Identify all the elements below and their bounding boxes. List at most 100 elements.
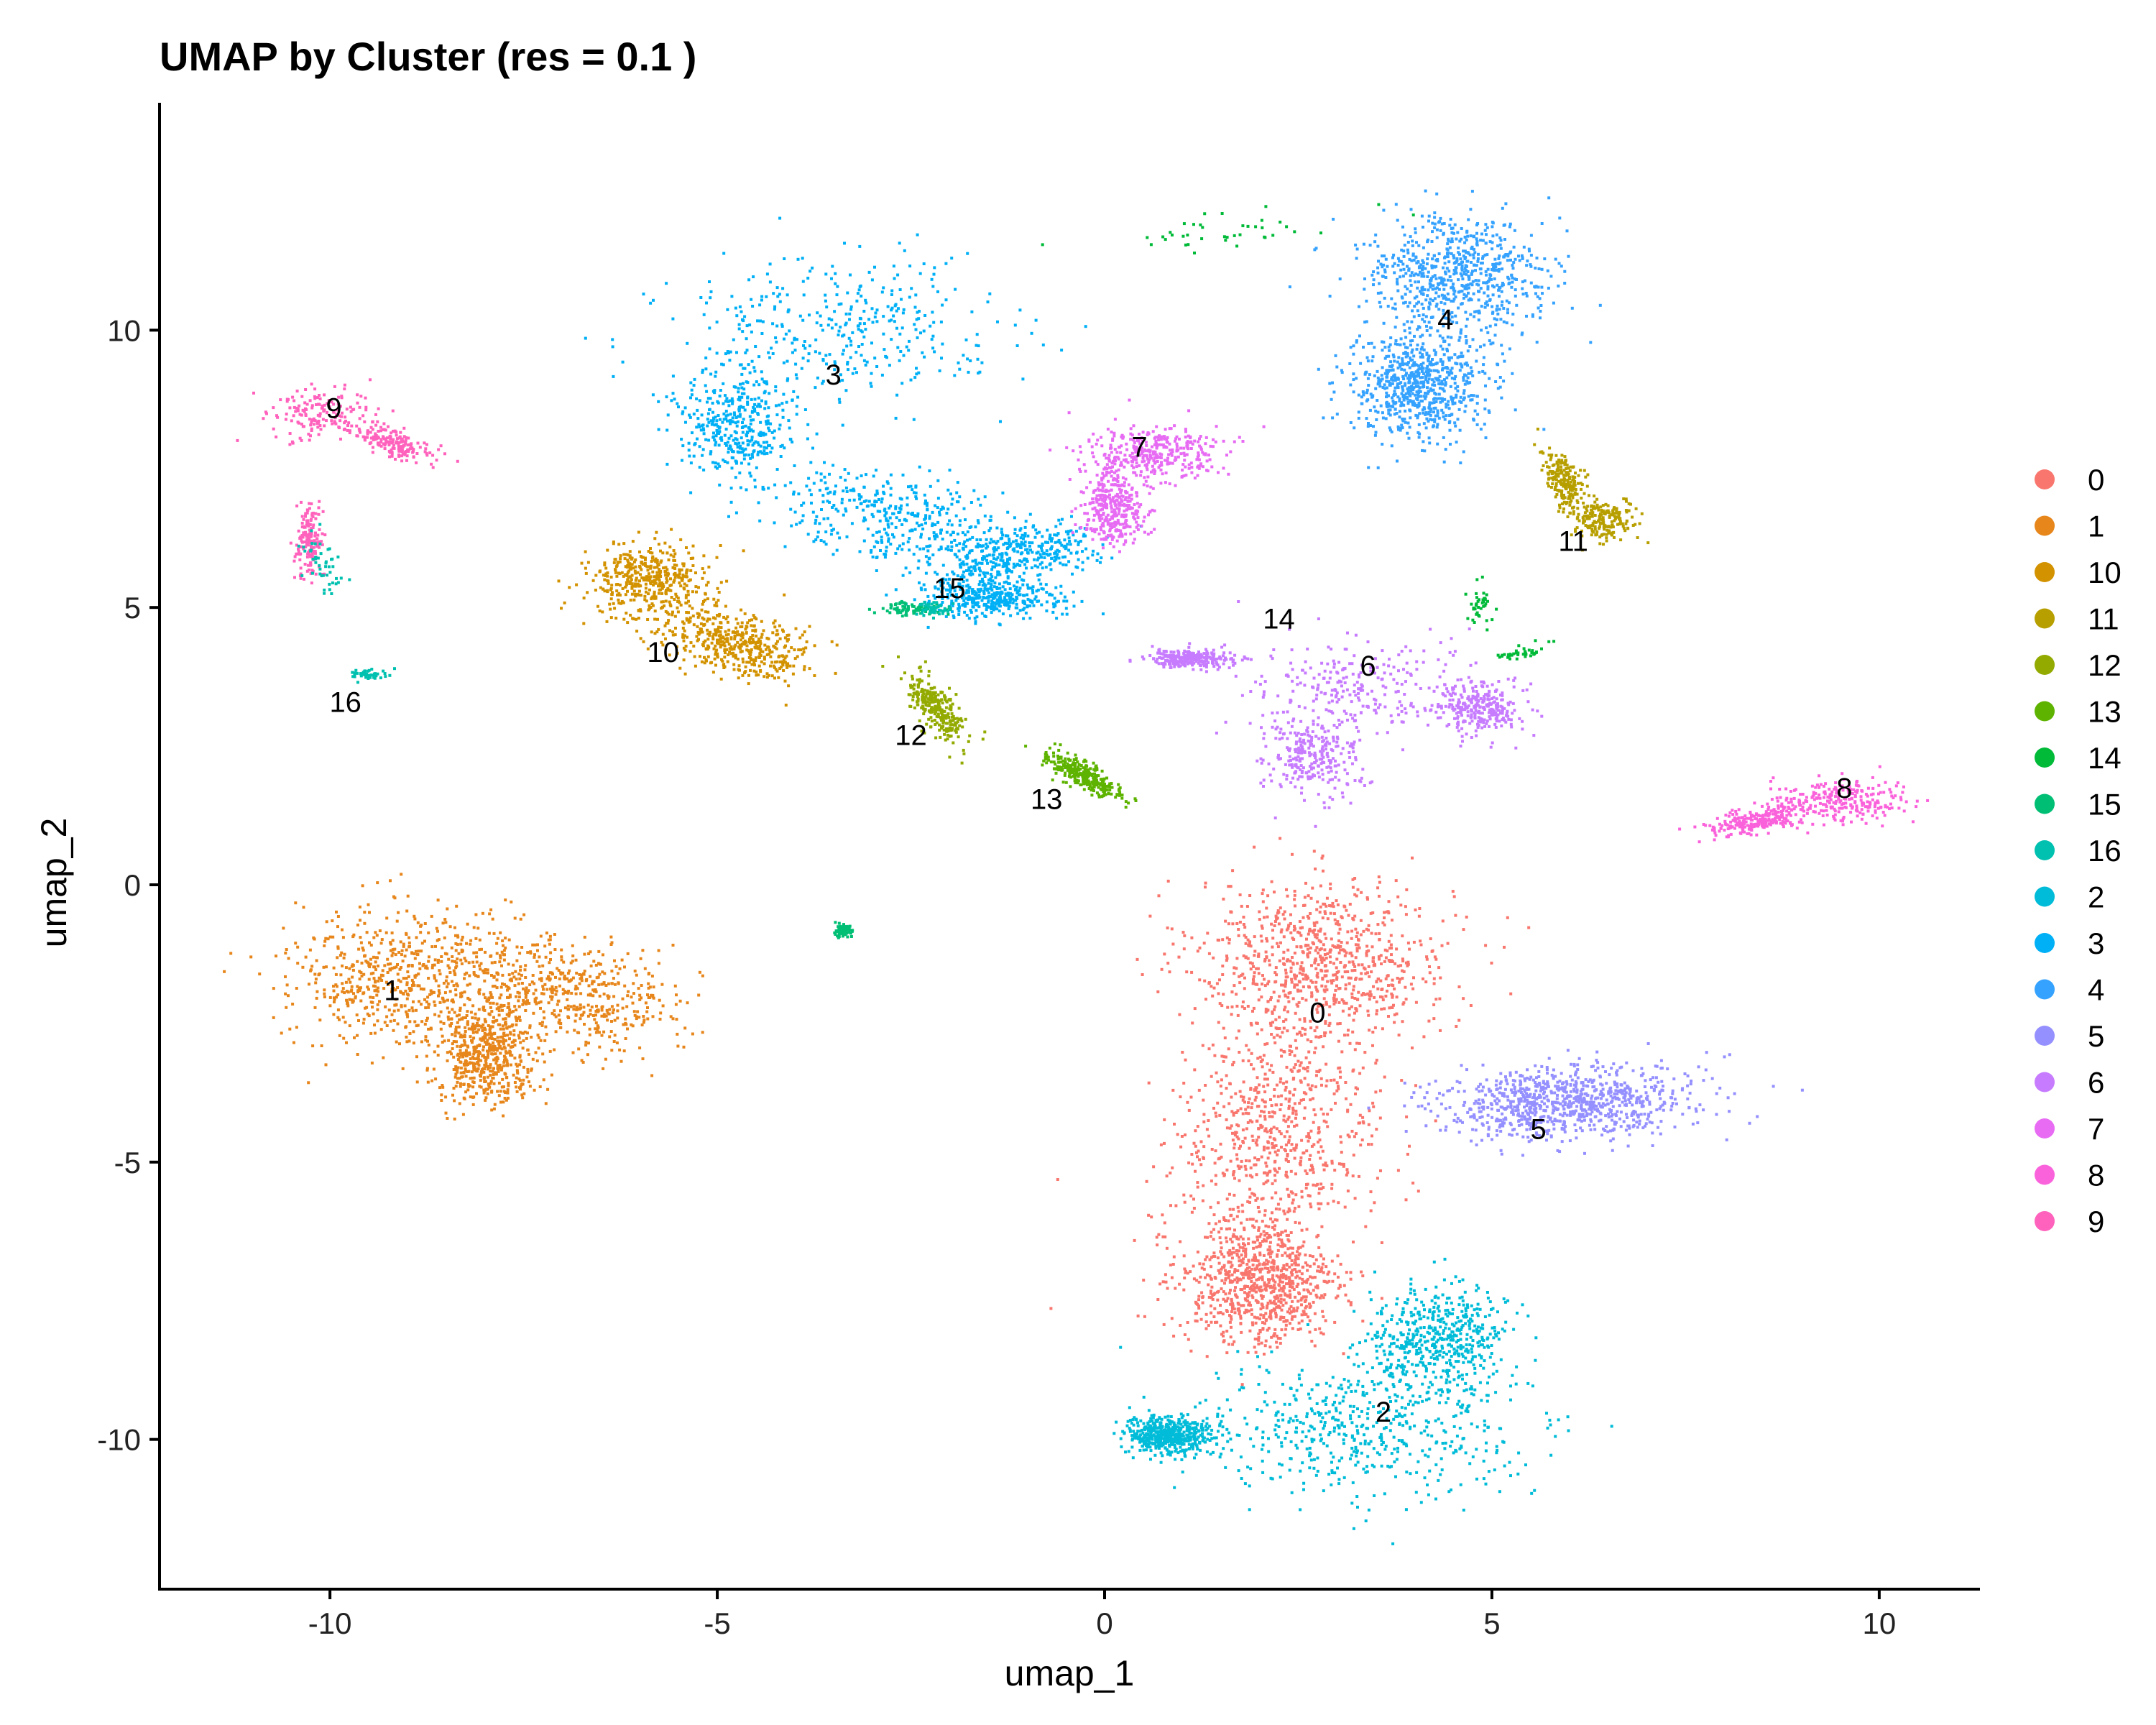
point-cluster-1 — [443, 1039, 446, 1043]
point-cluster-0 — [1235, 1111, 1238, 1114]
point-cluster-1 — [381, 974, 384, 978]
point-cluster-2 — [1248, 1484, 1251, 1488]
point-cluster-0 — [1321, 1310, 1325, 1313]
point-cluster-0 — [1282, 1020, 1286, 1023]
point-cluster-1 — [433, 1013, 437, 1016]
point-cluster-2 — [1434, 1419, 1437, 1422]
point-cluster-0 — [1276, 1297, 1280, 1300]
point-cluster-1 — [364, 1006, 367, 1010]
point-cluster-0 — [1308, 1061, 1312, 1064]
point-cluster-0 — [1319, 954, 1322, 958]
point-cluster-2 — [1454, 1360, 1457, 1363]
point-cluster-2 — [1391, 1542, 1395, 1545]
point-cluster-0 — [1235, 1123, 1239, 1126]
point-cluster-1 — [470, 1077, 474, 1080]
point-cluster-0 — [1288, 1209, 1291, 1213]
point-cluster-1 — [439, 1010, 443, 1013]
point-cluster-0 — [1230, 1280, 1234, 1284]
point-cluster-0 — [1414, 1084, 1417, 1087]
point-cluster-0 — [1270, 1127, 1273, 1131]
point-cluster-1 — [415, 1008, 418, 1012]
point-cluster-0 — [1224, 1219, 1227, 1222]
point-cluster-0 — [1290, 978, 1294, 981]
point-cluster-0 — [1276, 1248, 1280, 1252]
point-cluster-1 — [481, 911, 484, 915]
point-cluster-1 — [533, 953, 536, 957]
point-cluster-2 — [1318, 1413, 1321, 1417]
point-cluster-1 — [477, 1052, 481, 1055]
point-cluster-2 — [1428, 1308, 1432, 1312]
point-cluster-0 — [1286, 1125, 1290, 1128]
point-cluster-0 — [1261, 1305, 1265, 1309]
point-cluster-2 — [1395, 1366, 1399, 1370]
point-cluster-0 — [1189, 1095, 1193, 1099]
point-cluster-0 — [1364, 972, 1368, 975]
point-cluster-2 — [1235, 1433, 1239, 1437]
point-cluster-1 — [332, 985, 335, 988]
point-cluster-0 — [1367, 924, 1370, 927]
point-cluster-0 — [1245, 1266, 1249, 1270]
point-cluster-0 — [1187, 1108, 1191, 1112]
point-cluster-0 — [1207, 1324, 1210, 1327]
point-cluster-0 — [1225, 1351, 1229, 1355]
point-cluster-1 — [558, 977, 561, 980]
point-cluster-1 — [459, 942, 463, 946]
point-cluster-0 — [1276, 1336, 1280, 1340]
point-cluster-0 — [1218, 1002, 1222, 1006]
point-cluster-0 — [1266, 1179, 1270, 1182]
point-cluster-0 — [1177, 955, 1181, 959]
point-cluster-0 — [1309, 1129, 1313, 1133]
point-cluster-0 — [1365, 944, 1369, 948]
point-cluster-0 — [1342, 1162, 1345, 1166]
point-cluster-0 — [1284, 1143, 1288, 1146]
point-cluster-0 — [1337, 1085, 1340, 1088]
point-cluster-1 — [524, 989, 528, 993]
point-cluster-0 — [1452, 895, 1456, 898]
point-cluster-1 — [456, 1066, 460, 1070]
point-cluster-1 — [285, 948, 288, 951]
point-cluster-0 — [1503, 945, 1506, 949]
point-cluster-0 — [1308, 1305, 1312, 1309]
point-cluster-1 — [497, 1023, 500, 1026]
point-cluster-0 — [1233, 1133, 1237, 1137]
point-cluster-0 — [1291, 1070, 1294, 1073]
point-cluster-0 — [1268, 1115, 1271, 1118]
point-cluster-1 — [360, 974, 364, 978]
point-cluster-1 — [455, 982, 459, 985]
point-cluster-0 — [1269, 1317, 1273, 1320]
point-cluster-1 — [378, 1000, 381, 1003]
point-cluster-0 — [1316, 1011, 1319, 1014]
point-cluster-0 — [1434, 1119, 1437, 1123]
point-cluster-0 — [1248, 1290, 1251, 1294]
point-cluster-0 — [1204, 886, 1207, 889]
point-cluster-2 — [1401, 1415, 1404, 1419]
point-cluster-2 — [1289, 1387, 1293, 1390]
point-cluster-0 — [1184, 1133, 1187, 1136]
point-cluster-0 — [1308, 927, 1312, 931]
point-cluster-2 — [1216, 1412, 1220, 1416]
point-cluster-2 — [1301, 1461, 1304, 1465]
point-cluster-1 — [342, 956, 346, 960]
point-cluster-2 — [1415, 1298, 1419, 1302]
point-cluster-0 — [1367, 1143, 1370, 1146]
point-cluster-0 — [1404, 961, 1408, 965]
point-cluster-0 — [1381, 995, 1384, 999]
point-cluster-0 — [1401, 960, 1405, 962]
point-cluster-0 — [1286, 1153, 1289, 1156]
point-cluster-2 — [1503, 1329, 1506, 1333]
point-cluster-0 — [1280, 1328, 1284, 1332]
point-cluster-1 — [506, 1088, 510, 1092]
point-cluster-0 — [1298, 1101, 1302, 1105]
point-cluster-0 — [1300, 1319, 1304, 1322]
point-cluster-0 — [1284, 979, 1288, 983]
point-cluster-2 — [1370, 1380, 1374, 1383]
point-cluster-0 — [1277, 1238, 1281, 1241]
point-cluster-2 — [1309, 1407, 1313, 1411]
point-cluster-1 — [504, 946, 507, 949]
point-cluster-1 — [402, 977, 405, 980]
point-cluster-0 — [1311, 1167, 1314, 1171]
point-cluster-1 — [486, 1075, 489, 1079]
point-cluster-1 — [482, 1006, 485, 1010]
point-cluster-1 — [620, 958, 624, 962]
point-cluster-2 — [1445, 1369, 1449, 1373]
